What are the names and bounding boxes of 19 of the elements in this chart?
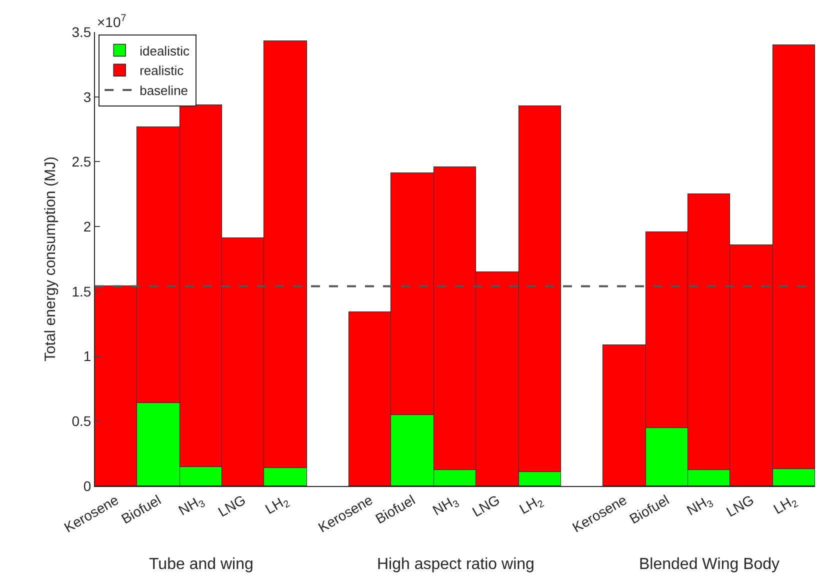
legend-label: baseline	[140, 83, 188, 98]
y-tick-label: 3	[83, 88, 92, 105]
y-axis-title: Total energy consumption (MJ)	[42, 156, 59, 362]
y-tick-label: 0.5	[72, 413, 92, 430]
text: ×10$^{7}$	[97, 13, 126, 30]
y-tick-label: 1.5	[72, 283, 92, 300]
legend-label: idealistic	[140, 43, 190, 58]
y-tick-label: 2.5	[72, 154, 92, 170]
y-tick-label: 0	[83, 478, 92, 494]
text: High aspect ratio wing	[377, 556, 534, 573]
text: Tube and wing	[149, 556, 254, 573]
y-tick-label: 1	[83, 348, 92, 364]
y-tick-label: 3.5	[72, 24, 92, 40]
x-tick-label: LNG	[469, 492, 502, 520]
text: Blended Wing Body	[639, 556, 780, 573]
y-tick-label: 2	[83, 218, 92, 234]
x-tick-label: LNG	[215, 492, 248, 520]
legend-label: realistic	[140, 63, 184, 78]
x-tick-label: LNG	[724, 492, 756, 520]
